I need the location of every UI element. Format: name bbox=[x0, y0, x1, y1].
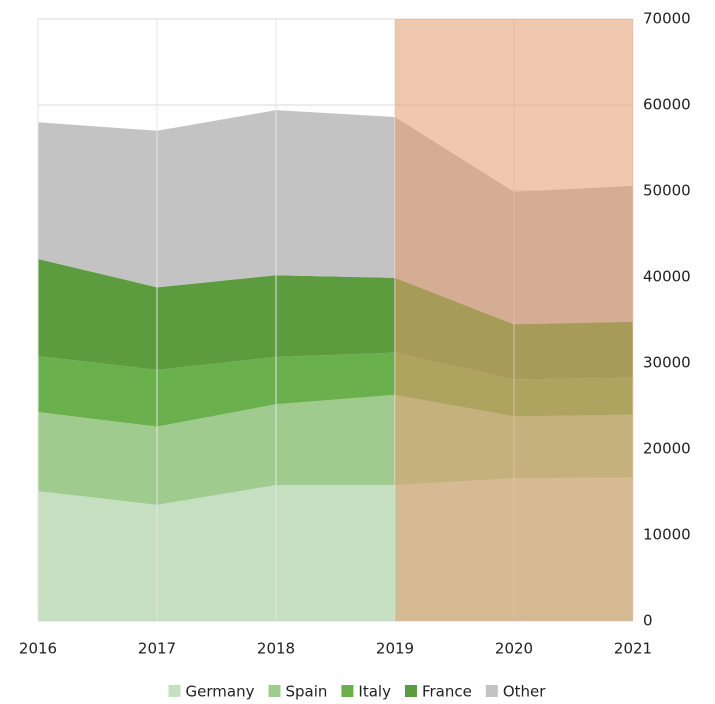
legend-label: Spain bbox=[286, 683, 328, 701]
x-tick-label: 2018 bbox=[257, 640, 295, 658]
legend-swatch bbox=[485, 685, 498, 697]
legend: Germany Spain Italy France Other bbox=[168, 683, 546, 701]
legend-swatch bbox=[168, 685, 181, 697]
highlight-region bbox=[395, 19, 633, 621]
x-tick-label: 2020 bbox=[495, 640, 533, 658]
legend-swatch bbox=[341, 685, 354, 697]
x-tick-label: 2019 bbox=[376, 640, 414, 658]
x-tick-label: 2017 bbox=[138, 640, 176, 658]
legend-label: France bbox=[422, 683, 472, 701]
legend-label: Other bbox=[503, 683, 546, 701]
y-tick-label: 10000 bbox=[643, 526, 691, 544]
y-tick-label: 40000 bbox=[643, 268, 691, 286]
legend-swatch bbox=[268, 685, 281, 697]
legend-label: Italy bbox=[358, 683, 391, 701]
x-tick-label: 2016 bbox=[19, 640, 57, 658]
legend-swatch bbox=[404, 685, 417, 697]
y-tick-label: 60000 bbox=[643, 96, 691, 114]
x-tick-label: 2021 bbox=[614, 640, 652, 658]
y-tick-label: 0 bbox=[643, 612, 653, 630]
y-tick-label: 70000 bbox=[643, 10, 691, 28]
legend-label: Germany bbox=[186, 683, 255, 701]
y-tick-label: 50000 bbox=[643, 182, 691, 200]
y-tick-label: 30000 bbox=[643, 354, 691, 372]
y-tick-label: 20000 bbox=[643, 440, 691, 458]
